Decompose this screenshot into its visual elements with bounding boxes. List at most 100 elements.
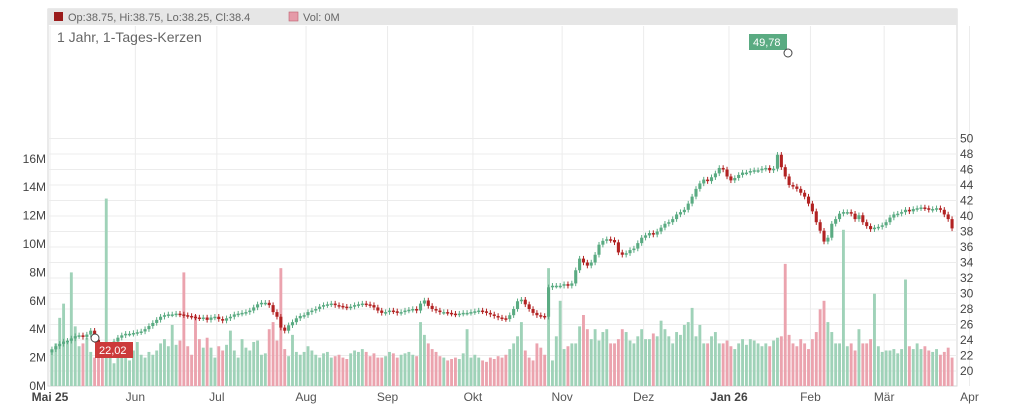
volume-bar — [539, 347, 543, 386]
volume-bar — [795, 346, 799, 386]
volume-bar — [66, 340, 69, 386]
volume-bar — [236, 357, 240, 386]
candle-body — [337, 305, 341, 307]
month-label: Aug — [295, 390, 316, 404]
candle-body — [434, 309, 438, 311]
volume-bar — [376, 357, 380, 386]
candle-body — [744, 172, 748, 175]
high-callout-label: 49,78 — [753, 37, 781, 49]
volume-axis: 0M 2M 4M 6M 8M 10M 12M 14M 16M — [23, 152, 46, 393]
volume-bar — [640, 329, 644, 386]
candle-body — [252, 307, 256, 311]
volume-bar — [647, 339, 651, 386]
volume-bar — [721, 343, 725, 386]
volume-bar — [776, 337, 779, 386]
candle-body — [271, 305, 275, 313]
candle-body — [484, 311, 489, 313]
volume-bar — [834, 343, 838, 386]
price-tick-label: 42 — [960, 194, 974, 208]
candle-body — [837, 213, 842, 220]
volume-bar — [772, 340, 776, 386]
price-tick-label: 34 — [960, 256, 974, 270]
month-label: Jul — [209, 390, 224, 404]
candle-body — [290, 322, 295, 326]
candle-body — [213, 316, 217, 319]
candle-body — [259, 302, 264, 305]
volume-bar — [104, 198, 108, 386]
candle-body — [640, 237, 644, 244]
volume-bar — [841, 229, 845, 386]
volume-bar — [481, 360, 485, 386]
volume-bar — [826, 322, 830, 386]
volume-bar — [112, 363, 116, 386]
candle-body — [193, 316, 198, 319]
candle-body — [496, 315, 500, 318]
candle-body — [853, 213, 857, 220]
candle-body — [155, 319, 159, 323]
volume-tick-label: 16M — [23, 152, 46, 166]
candle-body — [659, 227, 663, 232]
volume-bar — [283, 349, 287, 386]
legend-ohlc-text: Op:38.75, Hi:38.75, Lo:38.25, Cl:38.4 — [68, 12, 250, 24]
candle-body — [457, 313, 461, 316]
volume-bar — [593, 329, 597, 386]
candle-body — [628, 250, 632, 254]
volume-bar — [876, 346, 880, 386]
volume-bar — [329, 357, 333, 386]
volume-bar — [535, 343, 539, 386]
volume-bar — [915, 343, 919, 386]
price-tick-label: 28 — [960, 302, 974, 316]
candle-body — [279, 316, 283, 328]
volume-bar — [500, 357, 504, 386]
candle-body — [550, 285, 554, 288]
volume-tick-label: 12M — [23, 209, 46, 223]
candle-body — [399, 312, 403, 314]
candle-body — [748, 171, 752, 173]
candle-body — [647, 233, 651, 236]
candle-body — [294, 318, 298, 323]
candle-body — [438, 310, 442, 313]
candle-body — [349, 306, 353, 309]
candle-body — [919, 207, 923, 209]
candle-body — [795, 186, 799, 189]
volume-bar — [807, 349, 810, 386]
candle-body — [508, 315, 512, 320]
candle-body — [488, 312, 492, 315]
volume-bar — [341, 357, 345, 386]
volume-bar — [380, 357, 384, 386]
volume-bar — [100, 343, 104, 386]
volume-bar — [904, 279, 907, 386]
volume-bar — [419, 322, 422, 386]
month-label: Feb — [800, 390, 821, 404]
volume-bar — [426, 343, 430, 386]
candle-body — [515, 301, 520, 309]
candle-body — [760, 168, 764, 171]
volume-bar — [779, 336, 783, 386]
candle-body — [174, 313, 178, 316]
volume-bar — [178, 340, 182, 386]
candle-body — [73, 336, 77, 339]
candle-body — [601, 240, 605, 245]
volume-bar — [139, 354, 143, 386]
volume-bar — [566, 346, 570, 386]
volume-bar — [938, 354, 942, 386]
volume-bar — [434, 351, 438, 386]
candle-body — [236, 313, 240, 316]
low-callout-label: 22,02 — [99, 345, 127, 357]
volume-bar — [314, 354, 318, 386]
candle-body — [415, 309, 419, 311]
volume-bar — [923, 346, 927, 386]
candle-body — [318, 306, 322, 309]
candle-body — [147, 326, 151, 330]
volume-bar — [438, 356, 442, 386]
volume-bar — [675, 332, 679, 386]
candle-body — [686, 203, 690, 210]
candle-body — [915, 208, 919, 210]
volume-bar — [135, 341, 139, 386]
volume-bar — [190, 354, 194, 386]
candle-body — [224, 318, 229, 321]
candle-body — [477, 310, 481, 313]
candle-body — [298, 315, 302, 319]
volume-bar — [461, 353, 465, 386]
volume-bar — [337, 354, 341, 386]
